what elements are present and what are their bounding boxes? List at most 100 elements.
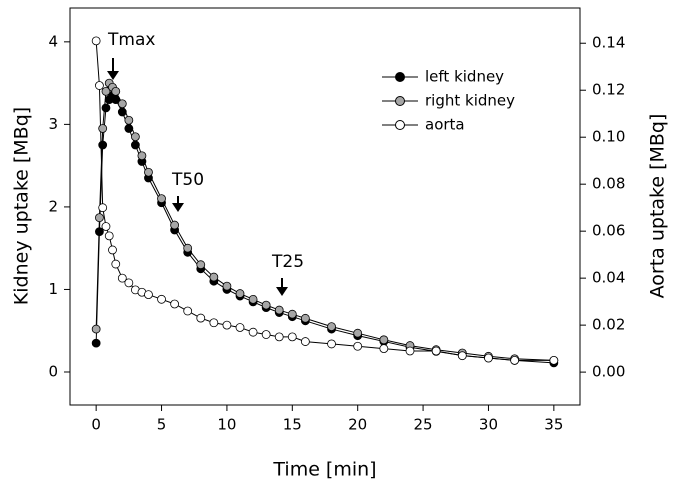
data-point [196,313,206,323]
data-point [95,81,104,90]
y-tick-label: 0 [48,362,58,380]
series-line [95,82,554,361]
data-point [222,281,232,291]
data-point [101,86,111,96]
data-point [484,353,493,363]
data-point [111,259,121,269]
data-point [274,305,284,315]
data-point [235,289,245,298]
annotation-arrowhead [276,287,288,296]
data-point [353,328,363,338]
data-point [196,260,206,270]
x-tick-label: 25 [414,416,433,434]
data-point [248,294,258,304]
data-point [91,36,101,46]
data-point [98,203,108,213]
data-point [405,346,415,356]
data-point [130,132,140,142]
data-point [124,278,134,288]
data-point [431,346,441,356]
x-tick-label: 5 [157,416,167,434]
y2-tick-label: 0.08 [592,175,625,193]
y-tick-label: 4 [48,32,58,50]
data-point [91,338,101,348]
x-tick-label: 20 [348,416,367,434]
data-point [209,272,219,282]
data-point [108,245,117,255]
data-point [111,86,121,96]
legend-marker [395,72,405,82]
y2-axis-label: Aorta uptake [MBq] [647,114,669,299]
y-tick-label: 1 [48,280,58,298]
x-tick-label: 30 [479,416,498,434]
data-point [261,330,271,339]
data-point [274,332,284,342]
data-point [287,332,297,342]
y2-tick-label: 0.10 [592,128,625,146]
data-point [95,213,104,223]
y2-tick-label: 0.12 [592,81,625,99]
legend-marker [395,96,405,106]
data-point [261,300,271,310]
data-point [117,273,127,283]
data-point [117,99,127,109]
data-point [353,341,363,351]
data-point [170,299,180,309]
series-line [95,94,554,364]
data-point [95,227,104,237]
data-point [101,103,111,113]
data-point [379,344,389,354]
annotation: T50 [171,170,204,190]
annotation-arrowhead [172,203,184,212]
legend-label: right kidney [425,92,515,110]
legend-label: left kidney [425,68,504,86]
annotation-arrowhead [107,71,119,80]
data-point [157,294,166,304]
x-tick-label: 10 [217,416,236,434]
data-point [300,337,310,346]
x-axis-label: Time [min] [272,459,376,481]
y2-tick-label: 0.00 [592,363,625,381]
data-point [137,151,147,161]
y2-tick-label: 0.06 [592,222,625,240]
data-point [379,335,389,345]
data-point [144,290,153,299]
data-point [300,313,310,323]
data-point [124,115,134,125]
data-point [327,339,336,349]
data-point [144,167,153,177]
data-point [549,355,559,365]
legend-marker [395,120,405,130]
data-point [248,327,258,337]
data-point [101,222,111,231]
data-point [98,124,108,133]
annotation: T25 [271,252,304,272]
y2-tick-label: 0.02 [592,316,625,334]
y-tick-label: 3 [48,115,58,133]
data-point [510,355,520,365]
data-point [91,324,101,334]
data-point [157,194,166,204]
y2-tick-label: 0.14 [592,34,625,52]
data-point [183,306,193,316]
data-point [457,351,467,361]
y-axis-label: Kidney uptake [MBq] [11,107,33,305]
x-tick-label: 0 [91,416,101,434]
data-point [183,243,193,253]
x-tick-label: 35 [544,416,563,434]
data-point [98,140,108,150]
y-tick-label: 2 [48,197,58,215]
data-point [209,318,219,328]
legend-label: aorta [425,116,465,134]
data-point [117,107,127,117]
data-point [130,140,140,150]
data-point [235,323,245,332]
data-point [222,320,232,330]
data-point [287,309,297,319]
data-point [170,220,180,230]
x-tick-label: 15 [283,416,302,434]
y2-tick-label: 0.04 [592,269,625,287]
data-point [124,124,134,133]
annotation: Tmax [107,30,155,50]
